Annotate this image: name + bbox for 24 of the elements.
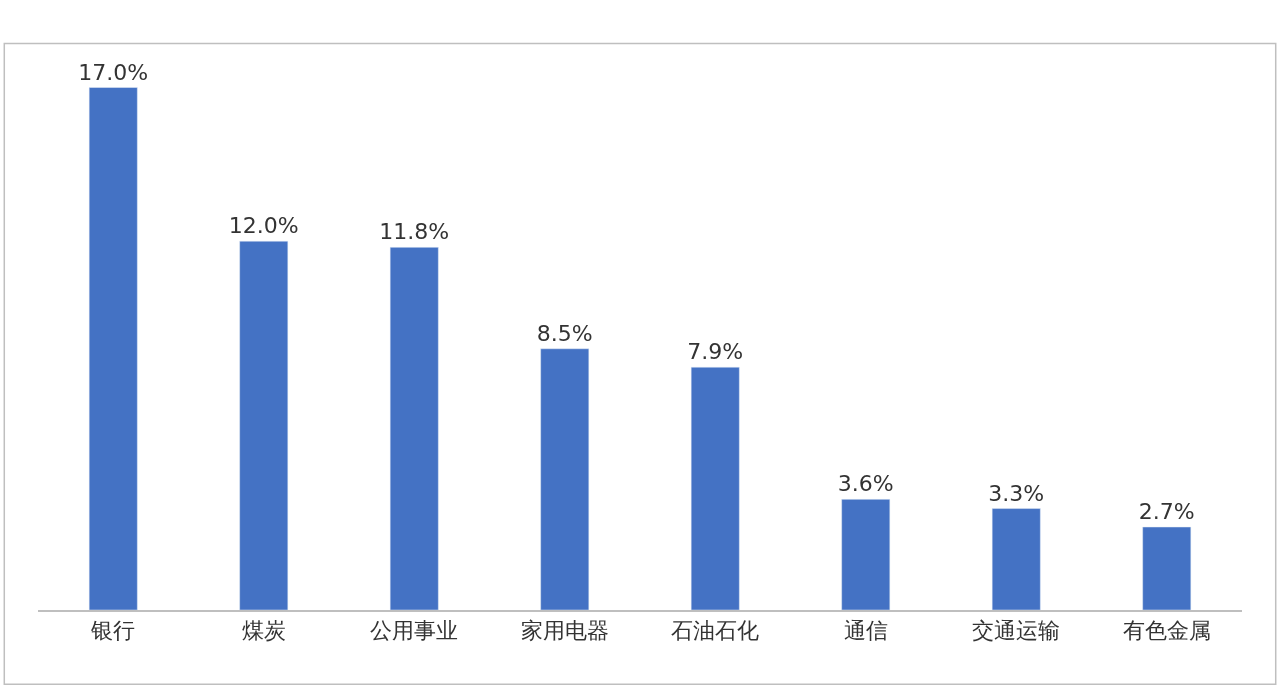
x-tick-label: 通信 xyxy=(843,618,888,644)
data-label: 11.8% xyxy=(379,219,450,245)
bar xyxy=(841,499,891,610)
data-label: 17.0% xyxy=(78,59,149,85)
x-tick-label: 煤炭 xyxy=(241,618,286,644)
data-label: 3.3% xyxy=(988,480,1045,506)
data-label: 3.6% xyxy=(837,471,894,497)
x-tick-label: 银行 xyxy=(90,618,136,644)
bar xyxy=(389,247,439,610)
bar xyxy=(690,366,740,610)
x-tick-label: 家用电器 xyxy=(520,618,609,644)
bar xyxy=(88,87,138,610)
data-label: 7.9% xyxy=(687,339,744,365)
bar xyxy=(540,348,590,610)
bar xyxy=(991,508,1041,610)
bar xyxy=(1142,526,1192,610)
x-tick-label: 交通运输 xyxy=(972,618,1061,644)
x-tick-label: 公用事业 xyxy=(370,618,459,644)
data-label: 2.7% xyxy=(1138,499,1195,525)
bar xyxy=(239,240,289,610)
data-label: 12.0% xyxy=(228,213,299,239)
data-label: 8.5% xyxy=(536,320,593,346)
x-tick-label: 石油石化 xyxy=(671,618,760,644)
x-tick-label: 有色金属 xyxy=(1122,618,1211,644)
